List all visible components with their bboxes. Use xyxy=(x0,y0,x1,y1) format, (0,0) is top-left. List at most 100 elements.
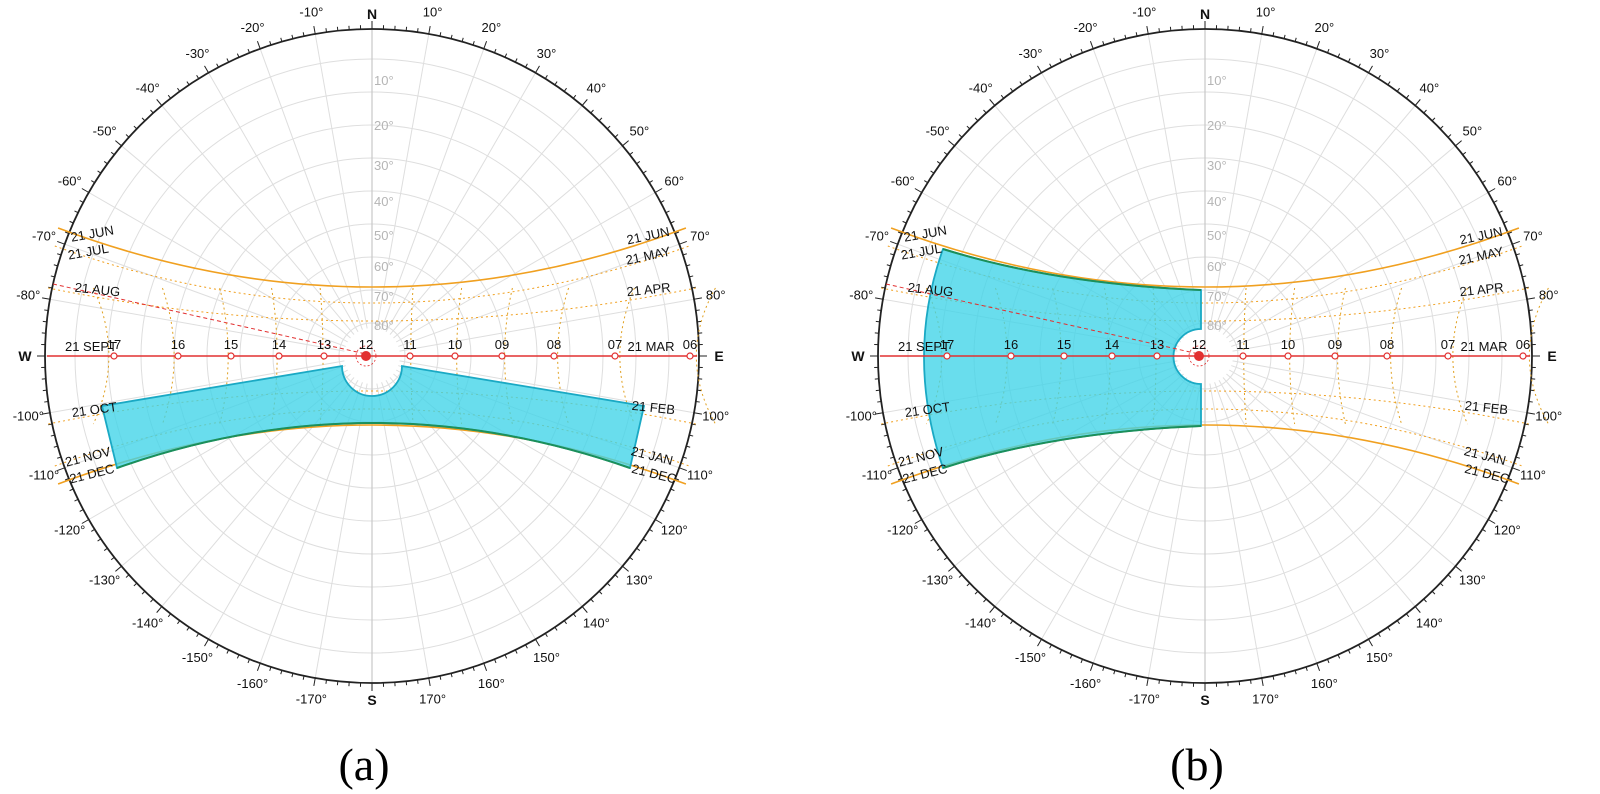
azimuth-tick xyxy=(535,638,540,647)
azimuth-tick xyxy=(1158,679,1160,684)
azimuth-tick xyxy=(1316,663,1321,671)
azimuth-label: 20° xyxy=(482,20,502,35)
azimuth-tick xyxy=(1387,81,1391,86)
azimuth-tick xyxy=(141,590,146,595)
azimuth-grid-line xyxy=(1232,298,1528,352)
azimuth-grid-line xyxy=(399,360,695,414)
azimuth-tick xyxy=(1368,65,1373,74)
azimuth-tick xyxy=(989,606,996,613)
azimuth-tick xyxy=(216,644,219,649)
azimuth-tick xyxy=(53,264,58,267)
panel-caption: (b) xyxy=(1170,739,1224,790)
azimuth-tick xyxy=(1283,34,1286,39)
azimuth-tick xyxy=(554,81,558,86)
azimuth-tick xyxy=(48,423,53,426)
hour-label: 06 xyxy=(683,337,697,352)
azimuth-tick xyxy=(1080,659,1083,664)
hour-marker xyxy=(174,352,182,360)
azimuth-tick xyxy=(1431,117,1436,122)
azimuth-tick xyxy=(1272,675,1275,680)
azimuth-tick xyxy=(1327,659,1330,664)
azimuth-tick xyxy=(269,41,272,46)
azimuth-tick xyxy=(1524,423,1529,426)
azimuth-grid-line xyxy=(1092,382,1196,664)
azimuth-tick xyxy=(675,478,680,481)
azimuth-tick xyxy=(1135,675,1138,680)
azimuth-tick xyxy=(1102,666,1105,671)
altitude-label: 60° xyxy=(1207,259,1227,274)
hour-label: 12 xyxy=(359,337,373,352)
azimuth-tick xyxy=(50,275,55,278)
altitude-label: 50° xyxy=(1207,228,1227,243)
azimuth-tick xyxy=(886,445,891,448)
azimuth-grid-line xyxy=(1232,360,1528,414)
azimuth-tick xyxy=(1503,220,1508,224)
hour-marker xyxy=(611,352,619,360)
azimuth-label: 50° xyxy=(1463,124,1483,139)
azimuth-tick xyxy=(679,240,687,245)
azimuth-tick xyxy=(291,34,294,39)
azimuth-tick xyxy=(654,188,663,193)
azimuth-label: -60° xyxy=(891,174,915,189)
azimuth-tick xyxy=(439,675,442,680)
azimuth-tick xyxy=(914,519,923,524)
azimuth-label: -80° xyxy=(849,287,873,302)
azimuth-tick xyxy=(525,644,528,649)
month-label: 21 MAR xyxy=(1461,339,1508,354)
azimuth-tick xyxy=(42,412,51,415)
azimuth-tick xyxy=(236,53,240,58)
azimuth-tick xyxy=(1124,673,1127,678)
hour-label: 06 xyxy=(1516,337,1530,352)
azimuth-label: 170° xyxy=(1252,692,1279,707)
azimuth-tick xyxy=(461,37,464,42)
azimuth-tick xyxy=(1250,679,1252,684)
azimuth-tick xyxy=(966,125,971,130)
azimuth-label: -100° xyxy=(13,409,44,424)
azimuth-tick xyxy=(1010,87,1014,92)
azimuth-tick xyxy=(1305,41,1308,46)
azimuth-tick xyxy=(1469,161,1474,165)
azimuth-tick xyxy=(1526,412,1535,415)
azimuth-tick xyxy=(115,140,122,147)
west-label: W xyxy=(18,348,32,364)
hour-marker xyxy=(1153,352,1161,360)
azimuth-label: 100° xyxy=(702,409,729,424)
azimuth-tick xyxy=(1283,673,1286,678)
hour-marker xyxy=(1331,352,1339,360)
azimuth-tick xyxy=(1358,63,1361,68)
azimuth-label: -50° xyxy=(926,124,950,139)
azimuth-tick xyxy=(150,598,154,603)
azimuth-grid-line xyxy=(49,298,345,352)
azimuth-tick xyxy=(177,87,181,92)
azimuth-tick xyxy=(1528,401,1533,403)
hour-analemma xyxy=(557,287,570,425)
azimuth-tick xyxy=(966,582,971,587)
azimuth-label: 100° xyxy=(1535,409,1562,424)
south-label: S xyxy=(367,692,376,708)
azimuth-tick xyxy=(1059,58,1063,63)
azimuth-tick xyxy=(1508,231,1513,234)
azimuth-tick xyxy=(196,633,200,637)
azimuth-tick xyxy=(236,654,240,659)
azimuth-tick xyxy=(665,498,670,502)
hour-label: 10 xyxy=(1281,337,1295,352)
azimuth-tick xyxy=(883,275,888,278)
azimuth-tick xyxy=(902,220,907,224)
sun-path-panel-a: 10° -10° 20° -20° 30° -30° 40° -40° 50° -50° 60° -6… xyxy=(13,4,729,790)
azimuth-tick xyxy=(654,519,663,524)
azimuth-tick xyxy=(167,94,172,99)
azimuth-tick xyxy=(57,240,65,245)
altitude-label: 10° xyxy=(1207,73,1227,88)
month-label: 21 APR xyxy=(1459,280,1504,300)
azimuth-tick xyxy=(1405,613,1410,618)
hour-analemma xyxy=(1243,287,1247,425)
azimuth-tick xyxy=(79,509,84,512)
altitude-label: 30° xyxy=(374,158,394,173)
azimuth-tick xyxy=(1294,37,1297,42)
azimuth-label: -20° xyxy=(241,20,265,35)
azimuth-label: 20° xyxy=(1315,20,1335,35)
azimuth-grid-line xyxy=(381,48,485,330)
azimuth-label: 40° xyxy=(586,81,606,96)
azimuth-tick xyxy=(150,109,154,114)
